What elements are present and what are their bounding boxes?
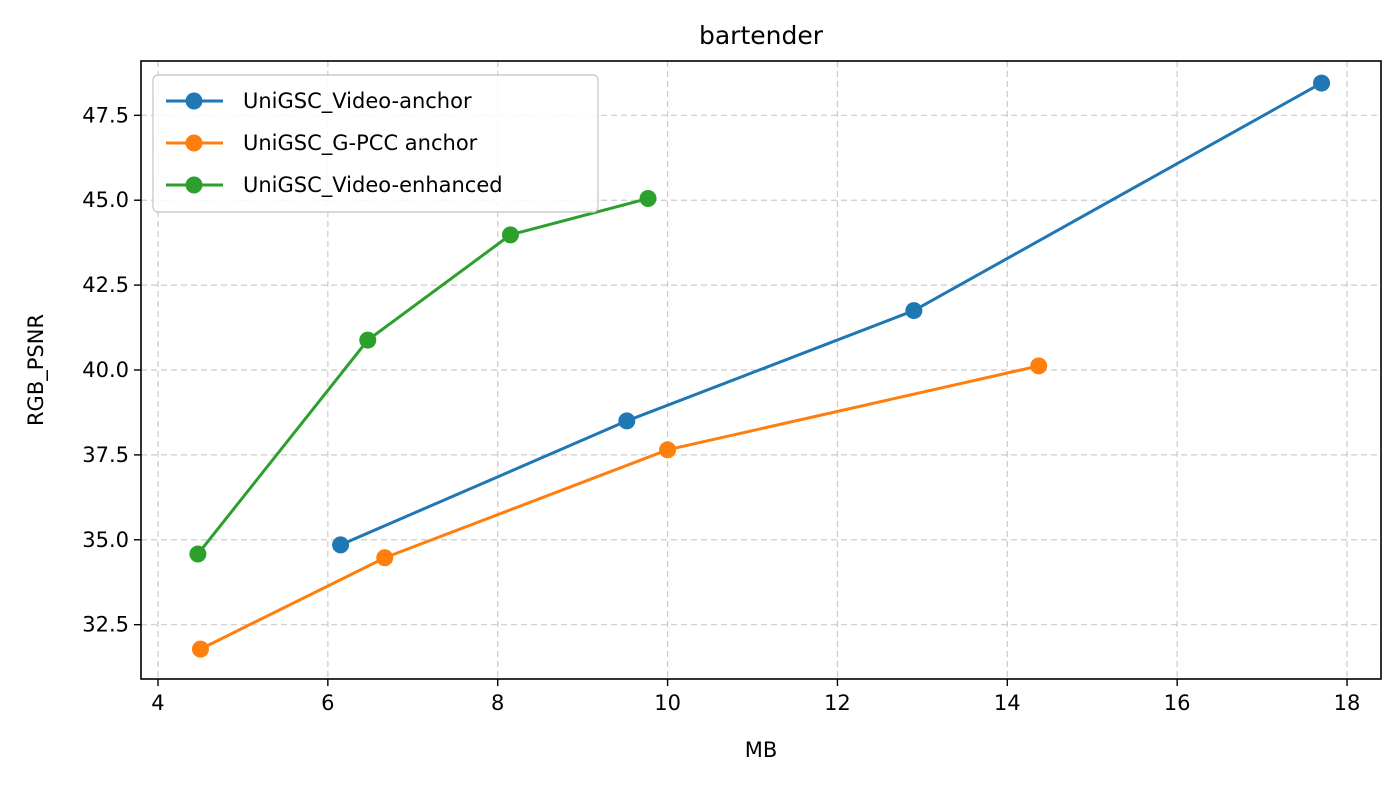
legend-marker	[185, 176, 203, 194]
y-axis-label: RGB_PSNR	[24, 314, 49, 426]
data-point	[1313, 74, 1331, 92]
grid	[141, 61, 1381, 679]
data-point	[376, 549, 394, 567]
series-2	[191, 357, 1048, 658]
x-tick-label: 16	[1164, 691, 1191, 715]
legend-box	[152, 74, 599, 213]
y-tick-label: 45.0	[82, 188, 129, 212]
x-tick-label: 8	[491, 691, 504, 715]
series-3	[189, 190, 657, 563]
data-point	[359, 331, 377, 349]
x-axis-label: MB	[745, 738, 778, 762]
x-tick-label: 12	[824, 691, 851, 715]
y-tick-label: 35.0	[82, 528, 129, 552]
x-tick-label: 4	[151, 691, 164, 715]
x-tick-label: 10	[654, 691, 681, 715]
x-tick-label: 14	[994, 691, 1021, 715]
legend-marker	[185, 134, 203, 152]
chart-title: bartender	[699, 21, 824, 50]
legend-marker	[185, 92, 203, 110]
legend-label: UniGSC_G-PCC anchor	[243, 131, 478, 156]
x-tick-label: 6	[321, 691, 334, 715]
series-line	[339, 81, 1324, 547]
series-line	[196, 197, 650, 556]
data-point	[618, 412, 636, 430]
data-point	[501, 226, 519, 244]
y-tick-label: 37.5	[82, 443, 129, 467]
data-point	[639, 190, 657, 208]
data-point	[332, 536, 350, 554]
plot-area-frame	[140, 60, 1382, 680]
data-point	[905, 302, 923, 320]
y-tick-label: 40.0	[82, 358, 129, 382]
data-point	[191, 640, 209, 658]
legend-item: UniGSC_Video-anchor	[166, 89, 472, 114]
y-tick-label: 47.5	[82, 103, 129, 127]
series-line	[198, 364, 1041, 651]
legend-label: UniGSC_Video-enhanced	[243, 173, 503, 198]
x-tick-label: 18	[1334, 691, 1361, 715]
legend-label: UniGSC_Video-anchor	[243, 89, 472, 114]
legend-item: UniGSC_G-PCC anchor	[166, 131, 478, 156]
series-group	[189, 74, 1331, 658]
data-point	[189, 545, 207, 563]
y-tick-label: 32.5	[82, 613, 129, 637]
series-1	[332, 74, 1331, 554]
data-point	[659, 441, 677, 459]
legend: UniGSC_Video-anchor UniGSC_G-PCC anchor Un…	[152, 74, 599, 213]
y-tick-label: 42.5	[82, 273, 129, 297]
axis-ticks: 4 6 8 10 12 14 16 18 32.5 35.0 37.5 40.0 42.5 45.0 47.…	[82, 103, 1360, 715]
data-point	[1030, 357, 1048, 375]
legend-item: UniGSC_Video-enhanced	[166, 173, 503, 198]
